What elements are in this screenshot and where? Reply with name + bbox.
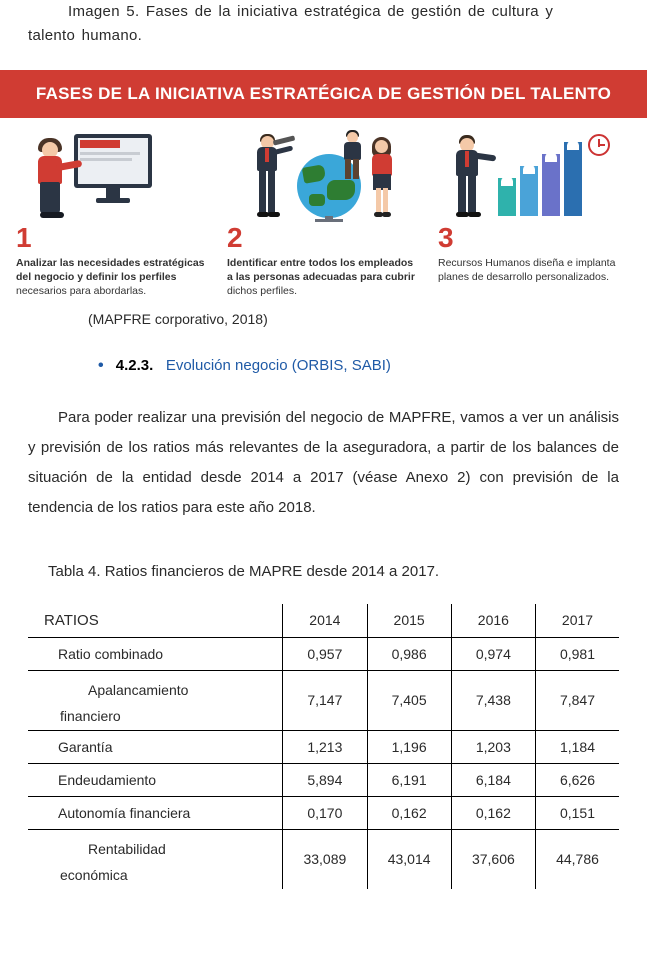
phase-2-number: 2 xyxy=(227,224,243,252)
col-2017: 2017 xyxy=(536,604,620,638)
section-number: 4.2.3. xyxy=(116,357,154,374)
cell-value: 7,405 xyxy=(367,670,451,730)
cell-value: 1,196 xyxy=(367,730,451,763)
section-title: Evolución negocio (ORBIS, SABI) xyxy=(166,357,391,374)
phase-1-text: Analizar las necesidades estratégicas de… xyxy=(16,256,209,299)
phase-2-illustration xyxy=(227,132,420,222)
phase-3-text: Recursos Humanos diseña e implanta plane… xyxy=(438,256,631,284)
table-row: Autonomía financiera0,1700,1620,1620,151 xyxy=(28,796,619,829)
cell-value: 7,438 xyxy=(451,670,535,730)
cell-value: 6,626 xyxy=(536,763,620,796)
table-row: Apalancamientofinanciero7,1477,4057,4387… xyxy=(28,670,619,730)
figure-source: (MAPFRE corporativo, 2018) xyxy=(88,311,619,327)
phase-3-illustration xyxy=(438,132,631,222)
col-ratios: RATIOS xyxy=(28,604,283,638)
table-row: Rentabilidadeconómica33,08943,01437,6064… xyxy=(28,829,619,889)
cell-value: 1,213 xyxy=(283,730,367,763)
cell-value: 7,847 xyxy=(536,670,620,730)
row-name: Apalancamientofinanciero xyxy=(28,670,283,730)
cell-value: 0,986 xyxy=(367,637,451,670)
phase-3-number: 3 xyxy=(438,224,454,252)
section-heading: • 4.2.3. Evolución negocio (ORBIS, SABI) xyxy=(98,357,619,375)
ratios-table: RATIOS 2014 2015 2016 2017 Ratio combina… xyxy=(28,604,619,889)
bullet-icon: • xyxy=(98,357,104,374)
table-body: Ratio combinado0,9570,9860,9740,981Apala… xyxy=(28,637,619,889)
col-2014: 2014 xyxy=(283,604,367,638)
phase-2-text: Identificar entre todos los empleados a … xyxy=(227,256,420,299)
phase-1: 1 Analizar las necesidades estratégicas … xyxy=(16,132,209,299)
table-row: Endeudamiento5,8946,1916,1846,626 xyxy=(28,763,619,796)
cell-value: 6,184 xyxy=(451,763,535,796)
phase-1-number: 1 xyxy=(16,224,32,252)
col-2016: 2016 xyxy=(451,604,535,638)
cell-value: 0,151 xyxy=(536,796,620,829)
cell-value: 5,894 xyxy=(283,763,367,796)
figure-caption: Imagen 5. Fases de la iniciativa estraté… xyxy=(28,0,619,48)
col-2015: 2015 xyxy=(367,604,451,638)
cell-value: 33,089 xyxy=(283,829,367,889)
row-name: Garantía xyxy=(28,730,283,763)
cell-value: 0,974 xyxy=(451,637,535,670)
cell-value: 43,014 xyxy=(367,829,451,889)
phase-1-illustration xyxy=(16,132,209,222)
cell-value: 1,203 xyxy=(451,730,535,763)
cell-value: 37,606 xyxy=(451,829,535,889)
row-name: Ratio combinado xyxy=(28,637,283,670)
cell-value: 0,170 xyxy=(283,796,367,829)
infographic-phases: 1 Analizar las necesidades estratégicas … xyxy=(16,132,631,299)
cell-value: 1,184 xyxy=(536,730,620,763)
cell-value: 0,957 xyxy=(283,637,367,670)
body-paragraph: Para poder realizar una previsión del ne… xyxy=(28,403,619,523)
table-caption: Tabla 4. Ratios financieros de MAPRE des… xyxy=(48,563,619,580)
row-name: Endeudamiento xyxy=(28,763,283,796)
row-name: Autonomía financiera xyxy=(28,796,283,829)
table-row: Ratio combinado0,9570,9860,9740,981 xyxy=(28,637,619,670)
cell-value: 6,191 xyxy=(367,763,451,796)
cell-value: 0,162 xyxy=(367,796,451,829)
infographic-banner: FASES DE LA INICIATIVA ESTRATÉGICA DE GE… xyxy=(0,70,647,118)
phase-3: 3 Recursos Humanos diseña e implanta pla… xyxy=(438,132,631,299)
table-row: Garantía1,2131,1961,2031,184 xyxy=(28,730,619,763)
cell-value: 44,786 xyxy=(536,829,620,889)
cell-value: 0,981 xyxy=(536,637,620,670)
phase-2: 2 Identificar entre todos los empleados … xyxy=(227,132,420,299)
row-name: Rentabilidadeconómica xyxy=(28,829,283,889)
table-header-row: RATIOS 2014 2015 2016 2017 xyxy=(28,604,619,638)
cell-value: 0,162 xyxy=(451,796,535,829)
cell-value: 7,147 xyxy=(283,670,367,730)
